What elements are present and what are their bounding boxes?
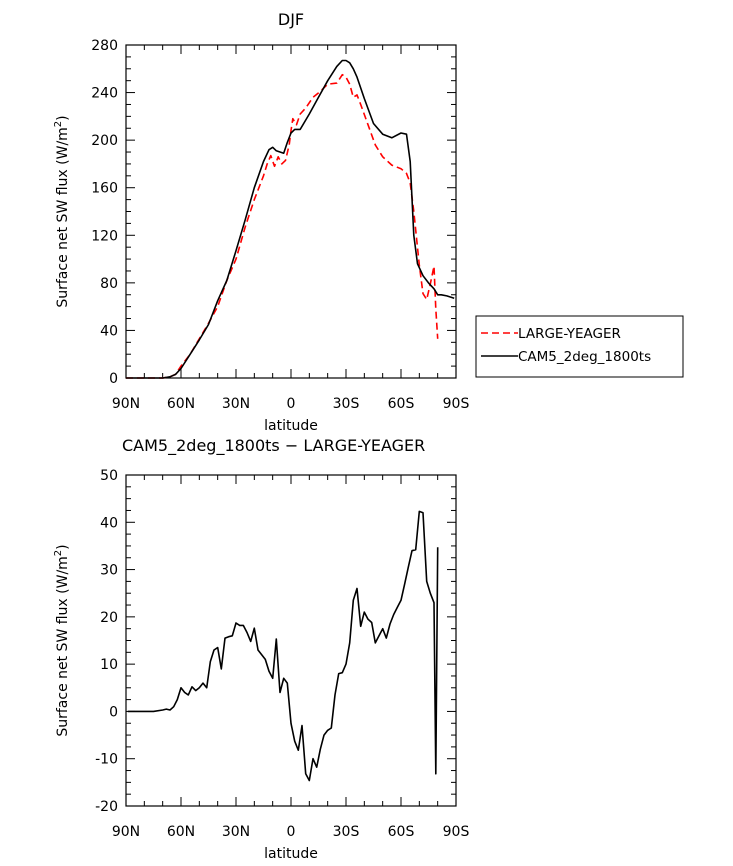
- x-tick-label: 60S: [388, 396, 415, 412]
- y-tick-label: 240: [91, 86, 118, 102]
- chart-title: DJF: [278, 10, 304, 29]
- y-tick-label: 280: [91, 38, 118, 54]
- x-axis-label: latitude: [264, 418, 318, 434]
- y-tick-label: 80: [100, 276, 118, 292]
- y-tick-label: 50: [100, 468, 118, 484]
- y-tick-label: 200: [91, 133, 118, 149]
- x-tick-label: 90S: [443, 396, 470, 412]
- x-tick-label: 30N: [222, 824, 250, 840]
- x-tick-label: 30N: [222, 396, 250, 412]
- x-tick-label: 30S: [333, 396, 360, 412]
- legend-entry: CAM5_2deg_1800ts: [518, 349, 651, 365]
- y-tick-label: 40: [100, 323, 118, 339]
- legend-entry: LARGE-YEAGER: [518, 326, 621, 342]
- y-tick-label: 160: [91, 181, 118, 197]
- chart-panel-2: CAM5_2deg_1800ts − LARGE-YEAGER Surface n…: [53, 436, 469, 862]
- y-axis-label: Surface net SW flux (W/m2): [53, 544, 71, 736]
- x-tick-label: 90N: [112, 396, 140, 412]
- x-tick-label: 60N: [167, 824, 195, 840]
- x-tick-label: 90N: [112, 824, 140, 840]
- x-tick-label: 0: [287, 824, 296, 840]
- y-tick-label: -20: [95, 799, 118, 815]
- plot-frame: [125, 44, 457, 379]
- x-tick-label: 90S: [443, 824, 470, 840]
- y-tick-label: 10: [100, 657, 118, 673]
- chart-title: CAM5_2deg_1800ts − LARGE-YEAGER: [122, 436, 425, 456]
- y-tick-label: 20: [100, 610, 118, 626]
- legend: LARGE-YEAGER CAM5_2deg_1800ts: [475, 315, 684, 378]
- y-tick-label: -10: [95, 752, 118, 768]
- x-tick-label: 0: [287, 396, 296, 412]
- y-tick-label: 30: [100, 563, 118, 579]
- y-tick-label: 0: [109, 704, 118, 720]
- series-line-large-yeager: [126, 73, 439, 379]
- series-line-cam5-2deg-1800ts: [126, 59, 455, 379]
- x-tick-label: 30S: [333, 824, 360, 840]
- y-tick-label: 40: [100, 515, 118, 531]
- plot-frame: [125, 474, 457, 807]
- y-axis-label: Surface net SW flux (W/m2): [53, 115, 71, 307]
- chart-panel-1: DJF Surface net SW flux (W/m2) latitude 0 40…: [53, 10, 684, 434]
- y-tick-label: 120: [91, 228, 118, 244]
- y-tick-label: 0: [109, 371, 118, 387]
- legend-box: [475, 315, 684, 378]
- x-tick-label: 60N: [167, 396, 195, 412]
- series-line-difference: [127, 510, 439, 782]
- x-tick-label: 60S: [388, 824, 415, 840]
- x-axis-label: latitude: [264, 846, 318, 862]
